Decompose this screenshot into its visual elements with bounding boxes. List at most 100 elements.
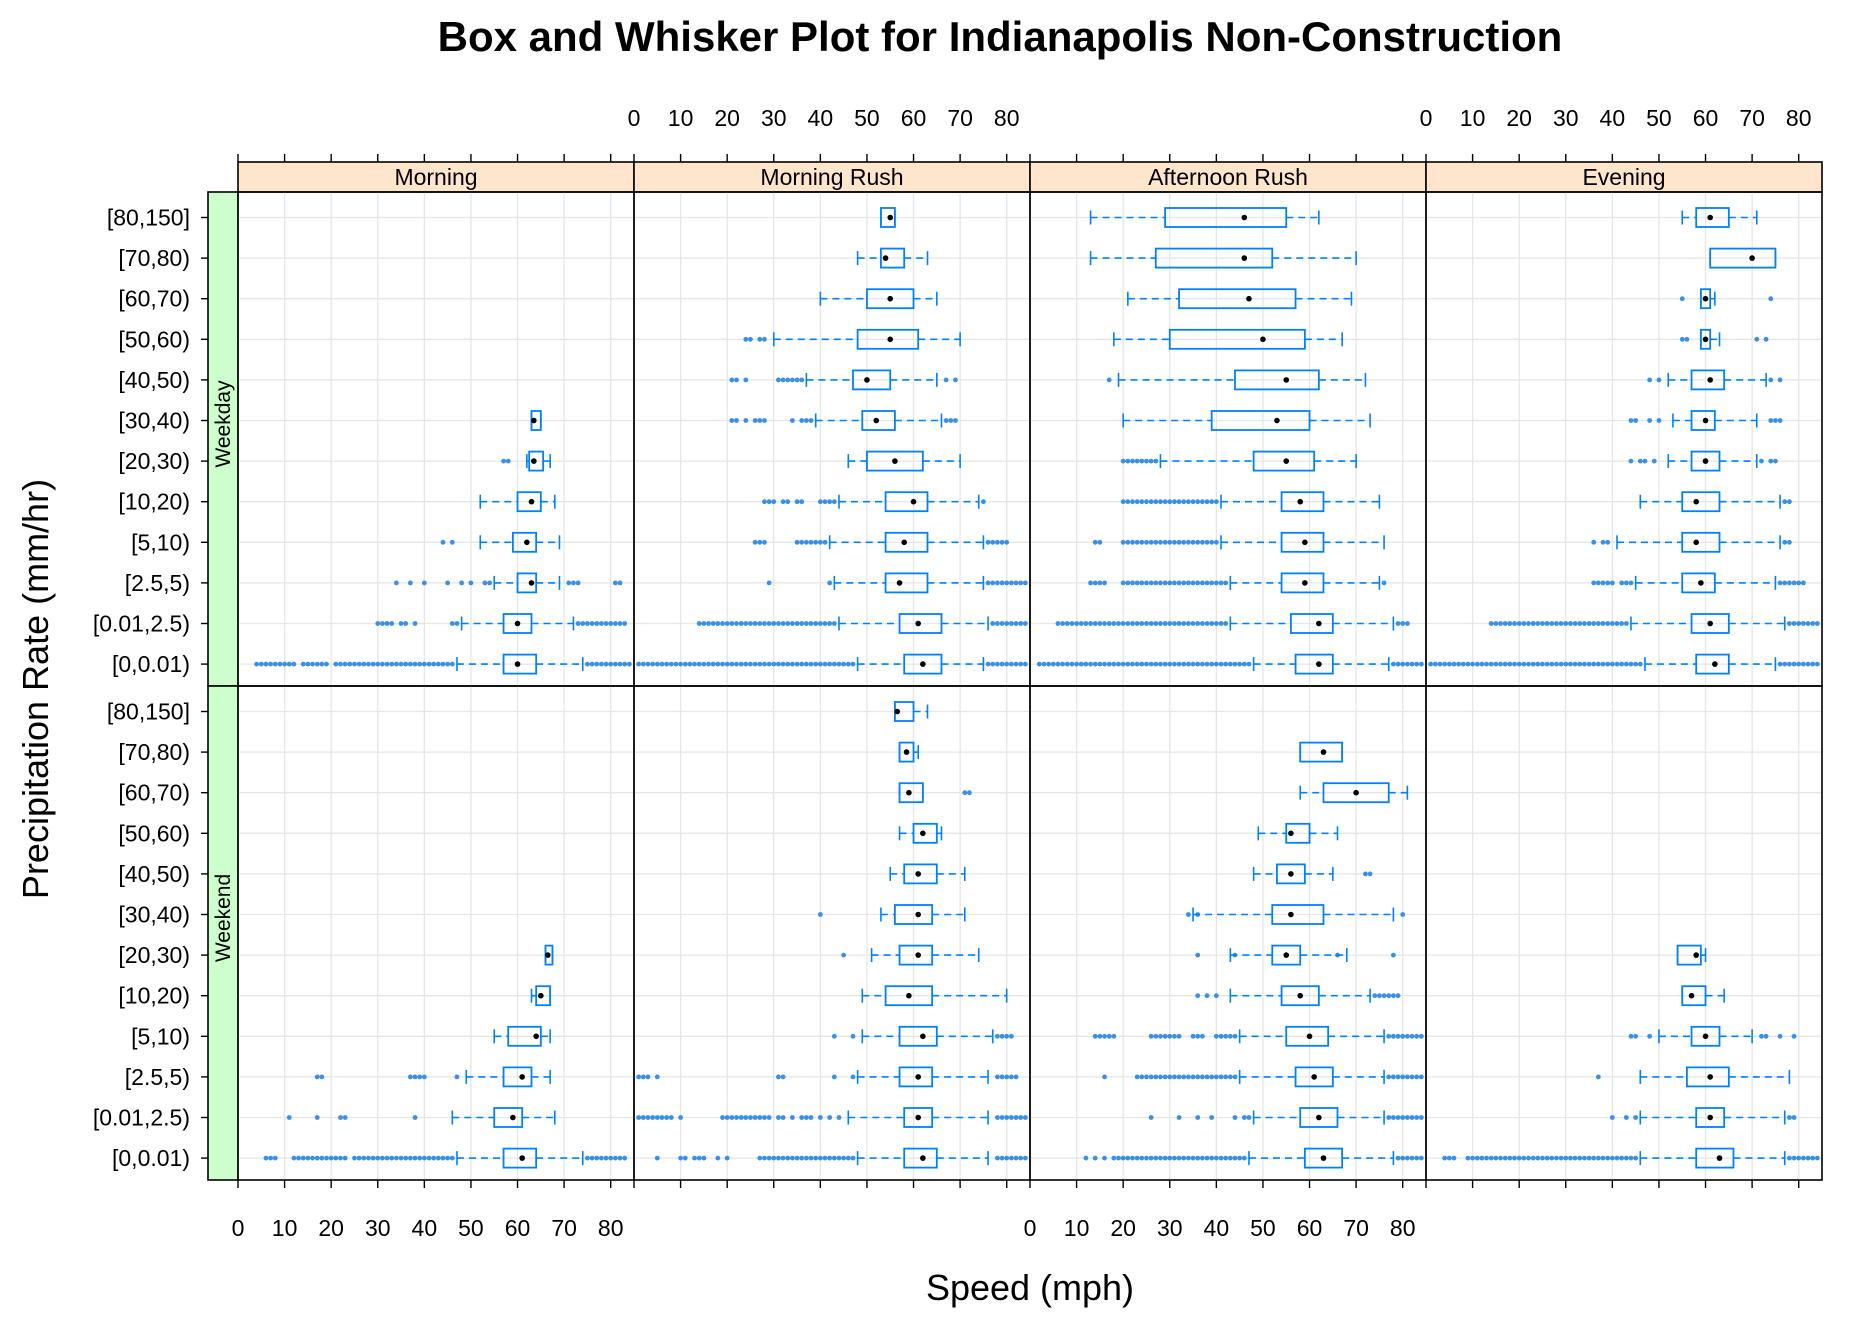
outlier-point [1172, 1074, 1177, 1080]
outlier-point [1092, 661, 1098, 667]
outlier-point [617, 1155, 623, 1161]
iqr-box [1303, 1147, 1344, 1169]
outlier-point [589, 621, 595, 626]
outlier-point [412, 1074, 418, 1080]
outlier-point [794, 539, 800, 545]
panel-weekday-afternoon-rush [1029, 191, 1427, 687]
outlier-point [710, 621, 716, 626]
median-marker [910, 498, 917, 505]
outlier-point [817, 661, 823, 667]
outlier-point [994, 1033, 1000, 1039]
outlier-point [1595, 1074, 1601, 1080]
outlier-point [1628, 418, 1634, 423]
median-marker [514, 620, 521, 627]
outlier-point [1204, 661, 1210, 667]
iqr-box [898, 944, 934, 966]
outlier-point [1199, 1033, 1205, 1039]
outlier-point [1516, 1155, 1522, 1161]
outlier-point [1144, 539, 1149, 545]
outlier-point [394, 580, 399, 586]
outlier-point [1572, 1155, 1578, 1161]
outlier-point [622, 661, 628, 667]
x-tick-label-bottom: 70 [551, 1215, 577, 1241]
outlier-point [1209, 580, 1215, 586]
median-marker [538, 992, 544, 999]
outlier-point [1130, 621, 1135, 626]
outlier-point [1144, 1074, 1149, 1080]
outlier-point [305, 1155, 311, 1161]
outlier-point [1414, 1115, 1420, 1120]
outlier-point [1162, 621, 1168, 626]
outlier-point [1418, 661, 1424, 667]
outlier-point [608, 1155, 614, 1161]
outlier-point [324, 1155, 329, 1161]
outlier-point [1516, 661, 1522, 667]
outlier-point [738, 621, 744, 626]
x-tick-label-bottom: 80 [1390, 1215, 1416, 1241]
box-plot [1106, 369, 1367, 391]
outlier-point [1139, 539, 1145, 545]
iqr-box [1699, 288, 1712, 310]
strip-background [237, 161, 635, 193]
median-marker [906, 992, 912, 999]
outlier-point [1586, 621, 1592, 626]
outlier-point [1227, 1155, 1233, 1161]
iqr-box [884, 572, 929, 594]
outlier-point [1092, 1155, 1098, 1161]
iqr-box [1276, 863, 1306, 885]
outlier-point [1167, 1074, 1173, 1080]
outlier-point [831, 1074, 837, 1080]
outlier-point [948, 418, 954, 423]
outlier-point [785, 1155, 791, 1161]
y-tick-label: [0.01,2.5) [93, 611, 190, 637]
outlier-point [1069, 661, 1075, 667]
x-tick-label-bottom: 0 [1024, 1215, 1037, 1241]
outlier-point [1158, 1074, 1163, 1080]
iqr-box [1681, 985, 1707, 1007]
outlier-point [1609, 1155, 1615, 1161]
outlier-point [1456, 661, 1462, 667]
iqr-box [903, 1147, 938, 1169]
outlier-point [449, 1155, 455, 1161]
outlier-point [1195, 621, 1201, 626]
panel-frame [237, 191, 635, 687]
outlier-point [748, 336, 753, 342]
outlier-point [738, 1115, 744, 1120]
outlier-point [1642, 458, 1648, 464]
outlier-point [1418, 1074, 1424, 1080]
median-marker [1288, 830, 1294, 837]
outlier-point [1223, 1074, 1229, 1080]
iqr-box [898, 741, 915, 763]
outlier-point [1190, 661, 1196, 667]
iqr-box [866, 288, 915, 310]
outlier-point [612, 661, 618, 667]
outlier-point [291, 1155, 297, 1161]
outlier-point [291, 661, 297, 667]
outlier-point [389, 661, 395, 667]
outlier-point [1158, 580, 1163, 586]
outlier-point [1167, 661, 1173, 667]
outlier-point [1088, 661, 1093, 667]
outlier-point [1134, 1074, 1140, 1080]
iqr-box [1681, 531, 1721, 553]
panel-weekday-morning-rush [633, 191, 1031, 687]
box-plot [743, 328, 961, 350]
outlier-point [1120, 539, 1126, 545]
strip-background [633, 161, 1031, 193]
outlier-point [1549, 621, 1555, 626]
box-plot [1195, 985, 1401, 1007]
outlier-point [1167, 621, 1173, 626]
median-marker [1297, 498, 1304, 505]
outlier-point [724, 1155, 730, 1161]
panel-weekend-afternoon-rush [1029, 685, 1427, 1181]
median-marker [514, 661, 521, 667]
median-marker [1241, 214, 1248, 221]
outlier-point [785, 661, 791, 667]
x-axis-title: Speed (mph) [926, 1267, 1134, 1308]
outlier-point [715, 621, 721, 626]
x-tick-label-bottom: 80 [598, 1215, 624, 1241]
iqr-box [1285, 822, 1311, 844]
outlier-point [1097, 539, 1103, 545]
outlier-point [1167, 539, 1173, 545]
median-marker [1306, 1033, 1313, 1040]
